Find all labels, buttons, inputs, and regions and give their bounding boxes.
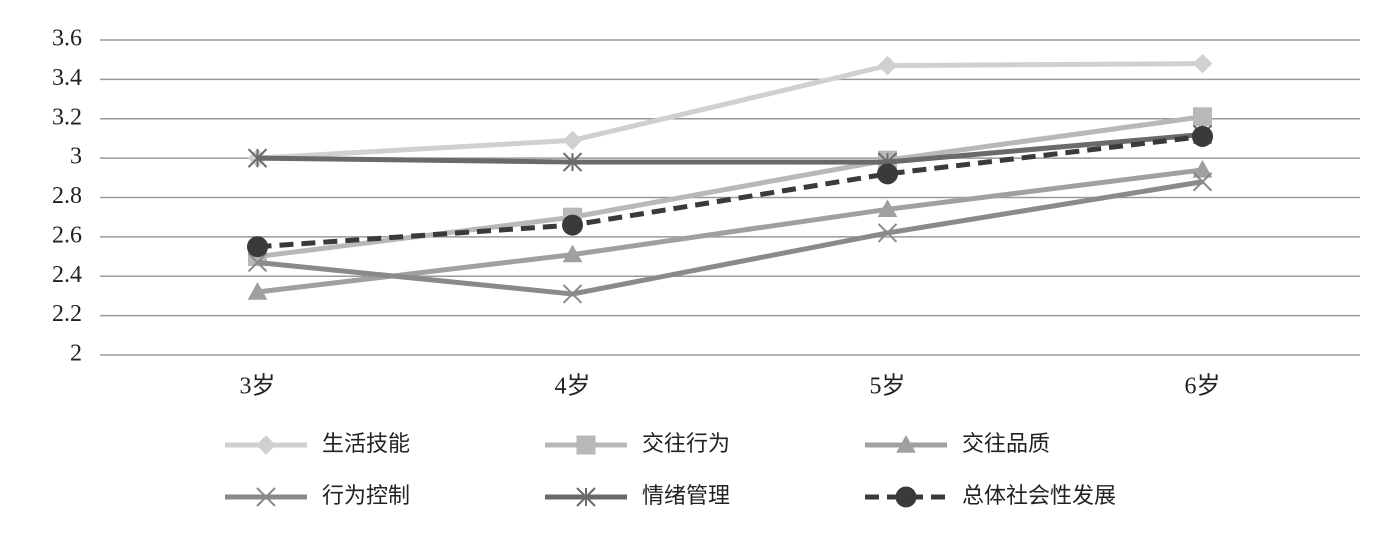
data-point xyxy=(562,130,583,151)
y-tick-label: 3.2 xyxy=(52,104,82,130)
series-line xyxy=(257,61,1203,161)
data-point xyxy=(562,284,583,304)
data-point xyxy=(877,199,898,218)
series-line xyxy=(257,132,1203,165)
x-tick-label: 4岁 xyxy=(555,373,591,400)
legend-marker xyxy=(895,486,917,508)
y-tick-label: 2.4 xyxy=(52,262,82,288)
legend-marker xyxy=(256,435,276,455)
y-tick-label: 2.2 xyxy=(52,301,82,327)
series-line xyxy=(257,167,1203,295)
legend-marker xyxy=(576,435,596,455)
data-point xyxy=(562,214,583,236)
y-tick-label: 3.4 xyxy=(52,65,82,91)
legend-marker xyxy=(576,487,596,507)
legend-label: 总体社会性发展 xyxy=(962,484,1116,509)
data-point xyxy=(247,148,268,168)
x-tick-label: 5岁 xyxy=(870,373,906,400)
data-point xyxy=(1192,172,1213,192)
series-line xyxy=(257,179,1203,297)
legend-marker xyxy=(256,487,276,507)
y-tick-label: 2.8 xyxy=(52,183,82,209)
legend-label: 交往品质 xyxy=(962,432,1050,457)
data-point xyxy=(1192,159,1213,178)
x-tick-label: 6岁 xyxy=(1185,373,1221,400)
data-point xyxy=(877,163,898,185)
data-point xyxy=(247,236,268,258)
data-point xyxy=(247,252,268,273)
data-point xyxy=(1193,107,1212,127)
x-tick-label: 3岁 xyxy=(240,373,276,400)
legend-label: 生活技能 xyxy=(322,432,410,457)
data-point xyxy=(877,55,898,76)
legend-label: 交往行为 xyxy=(642,432,730,457)
data-point xyxy=(562,152,583,172)
y-tick-label: 2 xyxy=(70,341,82,367)
y-tick-label: 3 xyxy=(70,144,82,170)
legend-marker xyxy=(896,434,916,453)
series-line xyxy=(257,133,1203,250)
legend-label: 行为控制 xyxy=(322,484,410,509)
data-point xyxy=(562,244,583,263)
legend-label: 情绪管理 xyxy=(642,484,730,509)
data-point xyxy=(877,223,898,243)
data-point xyxy=(1192,53,1213,74)
y-tick-label: 3.6 xyxy=(52,26,82,52)
data-point xyxy=(247,281,268,300)
data-point xyxy=(1192,125,1213,147)
y-tick-label: 2.6 xyxy=(52,222,82,248)
